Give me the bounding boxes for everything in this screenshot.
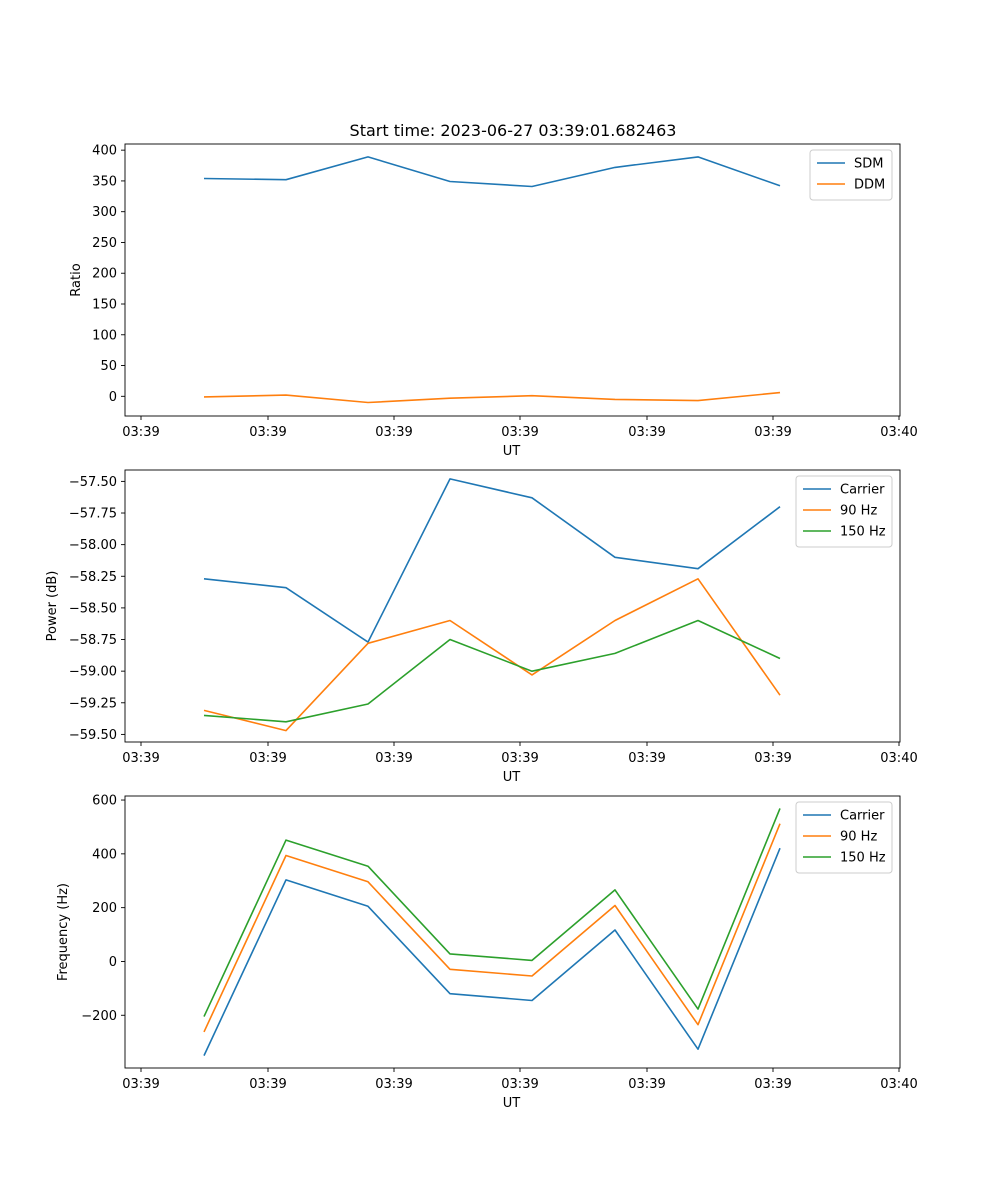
legend-label: 150 Hz <box>840 525 886 540</box>
y-tick-label: 0 <box>109 390 117 405</box>
series-line-150-hz <box>203 808 781 1017</box>
x-tick-label: 03:40 <box>880 425 917 440</box>
x-tick-label: 03:39 <box>375 425 412 440</box>
legend-box <box>795 801 893 874</box>
y-tick-label: −59.25 <box>69 696 117 711</box>
y-tick-label: −59.00 <box>69 665 117 680</box>
x-tick-label: 03:39 <box>122 1077 159 1092</box>
y-tick-label: 400 <box>92 847 117 862</box>
series-line-carrier <box>203 478 781 643</box>
chart-panel-3: −200 0 200 400 600 03:39 03:39 03:39 03:39 03:39 0… <box>56 794 918 1111</box>
y-axis-label: Ratio <box>69 263 84 296</box>
x-tick-label: 03:39 <box>375 751 412 766</box>
legend-label: 90 Hz <box>840 830 877 845</box>
x-tick-label: 03:39 <box>249 751 286 766</box>
legend: Carrier 90 Hz 150 Hz <box>795 801 893 874</box>
y-tick-label: 350 <box>92 174 117 189</box>
legend-label: Carrier <box>840 809 885 824</box>
series-line-90-hz <box>203 577 781 732</box>
series-line-carrier <box>203 847 781 1056</box>
y-axis-label: Power (dB) <box>45 571 60 642</box>
series-line-ddm <box>203 391 781 404</box>
x-tick-label: 03:39 <box>754 751 791 766</box>
x-tick-label: 03:40 <box>880 1077 917 1092</box>
y-tick-label: 300 <box>92 205 117 220</box>
x-tick-label: 03:39 <box>501 425 538 440</box>
legend-label: 150 Hz <box>840 851 886 866</box>
legend-label: DDM <box>854 178 885 193</box>
y-tick-label: −59.50 <box>69 728 117 743</box>
y-tick-label: −200 <box>81 1009 117 1024</box>
axes-frame <box>124 795 901 1069</box>
y-tick-label: 200 <box>92 901 117 916</box>
x-axis-label: UT <box>503 770 521 785</box>
x-tick-label: 03:39 <box>375 1077 412 1092</box>
x-axis-label: UT <box>503 444 521 459</box>
x-tick-label: 03:39 <box>754 1077 791 1092</box>
y-tick-label: 50 <box>100 359 117 374</box>
series-line-150-hz <box>203 619 781 723</box>
x-tick-label: 03:39 <box>122 751 159 766</box>
y-tick-label: −58.75 <box>69 633 117 648</box>
y-tick-label: −58.50 <box>69 601 117 616</box>
legend-label: Carrier <box>840 483 885 498</box>
y-tick-label: 0 <box>109 955 117 970</box>
axes-frame <box>124 143 901 417</box>
y-tick-label: 250 <box>92 236 117 251</box>
x-tick-label: 03:39 <box>501 1077 538 1092</box>
x-axis-label: UT <box>503 1096 521 1111</box>
legend: SDM DDM <box>809 149 893 201</box>
series-line-sdm <box>203 156 781 188</box>
x-tick-label: 03:39 <box>122 425 159 440</box>
y-tick-label: 600 <box>92 794 117 809</box>
x-tick-label: 03:39 <box>501 751 538 766</box>
figure-title: Start time: 2023-06-27 03:39:01.682463 <box>350 121 677 140</box>
chart-panel-2: −59.50 −59.25 −59.00 −58.75 −58.50 −58.25 −58.… <box>45 469 918 785</box>
x-tick-label: 03:39 <box>249 1077 286 1092</box>
y-axis-label: Frequency (Hz) <box>56 883 71 981</box>
x-tick-label: 03:39 <box>628 425 665 440</box>
x-tick-label: 03:39 <box>628 751 665 766</box>
x-tick-label: 03:39 <box>628 1077 665 1092</box>
legend-box <box>795 475 893 548</box>
y-tick-label: −58.25 <box>69 570 117 585</box>
x-tick-label: 03:40 <box>880 751 917 766</box>
y-tick-label: 200 <box>92 267 117 282</box>
y-tick-label: −57.50 <box>69 475 117 490</box>
y-tick-label: 100 <box>92 328 117 343</box>
legend-label: SDM <box>854 157 883 172</box>
y-tick-label: −57.75 <box>69 507 117 522</box>
series-line-90-hz <box>203 823 781 1033</box>
y-tick-label: 150 <box>92 298 117 313</box>
x-tick-label: 03:39 <box>249 425 286 440</box>
legend: Carrier 90 Hz 150 Hz <box>795 475 893 548</box>
y-tick-label: 400 <box>92 144 117 159</box>
x-tick-label: 03:39 <box>754 425 791 440</box>
legend-label: 90 Hz <box>840 504 877 519</box>
axes-frame <box>124 469 901 743</box>
chart-panel-1: 0 50 100 150 200 250 300 350 400 03:39 03:39 03:39 0… <box>69 143 918 459</box>
y-tick-label: −58.00 <box>69 538 117 553</box>
